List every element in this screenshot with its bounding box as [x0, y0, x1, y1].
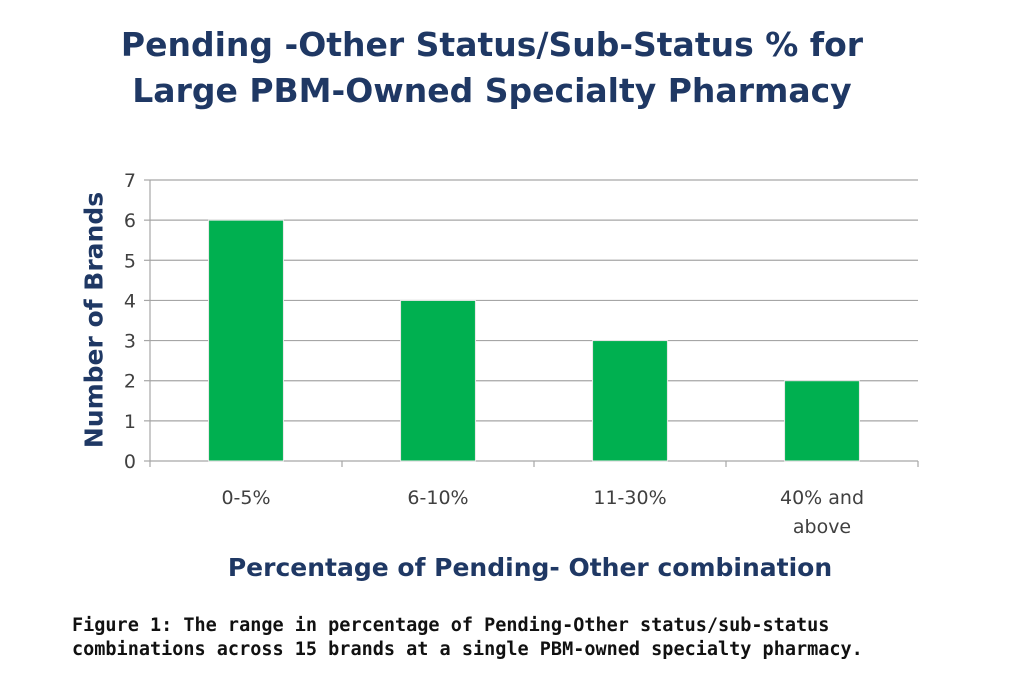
y-tick-label: 7	[124, 170, 136, 192]
x-tick-label: 40% and above	[780, 487, 864, 538]
bar	[592, 340, 668, 462]
bar	[784, 380, 860, 462]
y-tick-label: 5	[124, 250, 136, 272]
chart-title: Pending -Other Status/Sub-Status % for L…	[120, 25, 864, 110]
x-tick-label: 11-30%	[593, 487, 666, 509]
figure-caption: Figure 1: The range in percentage of Pen…	[72, 615, 863, 660]
y-tick-label: 2	[124, 371, 136, 393]
y-tick-label: 6	[124, 210, 136, 232]
x-tick-label: 6-10%	[407, 487, 468, 509]
y-tick-label: 0	[124, 451, 136, 473]
y-tick-label: 4	[124, 290, 136, 312]
x-axis-label: Percentage of Pending- Other combination	[227, 553, 833, 582]
bar	[208, 219, 284, 462]
bar	[400, 299, 476, 462]
y-tick-label: 1	[124, 411, 136, 433]
y-tick-label: 3	[124, 331, 136, 353]
x-tick-label: 0-5%	[221, 487, 270, 509]
